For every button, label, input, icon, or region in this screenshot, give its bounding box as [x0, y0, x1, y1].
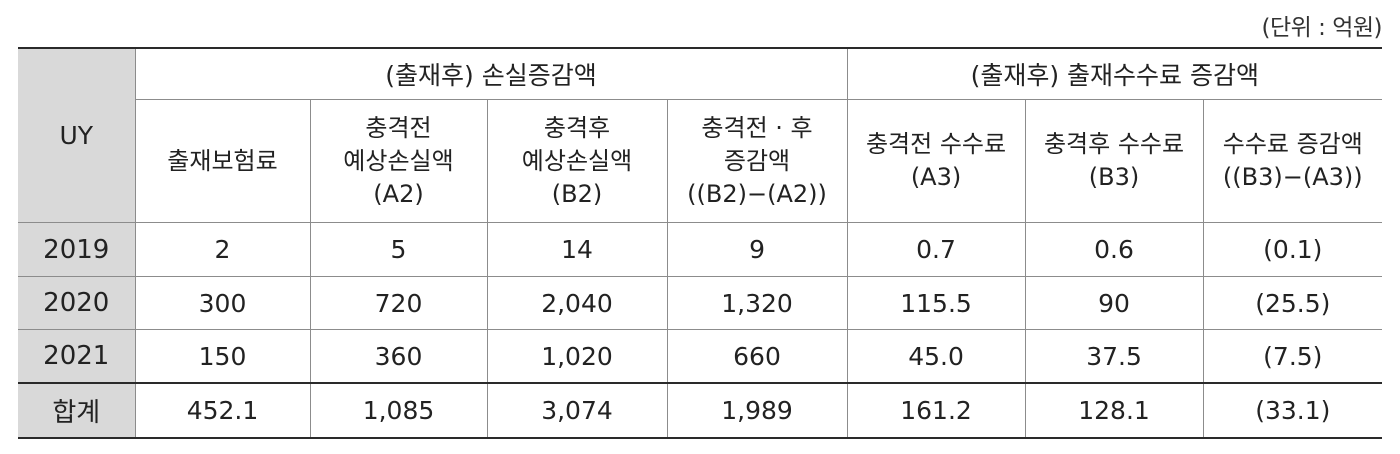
- header-col-post-shock-commission: 충격후 수수료 (B3): [1024, 99, 1204, 223]
- table-cell: 90: [1024, 276, 1204, 330]
- table-cell: 3,074: [486, 382, 667, 439]
- table-cell: 0.7: [846, 222, 1026, 277]
- table-row: 2021 150 360 1,020 660 45.0 37.5 (7.5): [18, 329, 1383, 384]
- header-col-commission-change: 수수료 증감액 ((B3)−(A3)): [1202, 99, 1383, 223]
- row-label: 2021: [18, 329, 135, 384]
- table-row: 2019 2 5 14 9 0.7 0.6 (0.1): [18, 222, 1383, 277]
- table-cell: 37.5: [1024, 329, 1204, 384]
- table-cell: (33.1): [1202, 382, 1383, 439]
- header-col-pre-shock-loss: 충격전 예상손실액 (A2): [309, 99, 487, 223]
- table-cell: 9: [666, 222, 848, 277]
- table-cell: 115.5: [846, 276, 1026, 330]
- table-cell: 2,040: [486, 276, 667, 330]
- unit-label: (단위 : 억원): [1261, 15, 1383, 41]
- table-cell: 660: [666, 329, 848, 384]
- table-cell: (25.5): [1202, 276, 1383, 330]
- table-cell: (7.5): [1202, 329, 1383, 384]
- header-col-ceded-premium: 출재보험료: [134, 99, 310, 223]
- table-cell: 5: [309, 222, 487, 277]
- row-label: 2019: [18, 222, 135, 277]
- row-label: 2020: [18, 276, 135, 330]
- table-cell: 45.0: [846, 329, 1026, 384]
- table-cell: 720: [309, 276, 487, 330]
- header-col-post-shock-loss: 충격후 예상손실액 (B2): [486, 99, 667, 223]
- table-cell: (0.1): [1202, 222, 1383, 277]
- header-uy: UY: [18, 47, 135, 223]
- table-row: 2020 300 720 2,040 1,320 115.5 90 (25.5): [18, 276, 1383, 330]
- data-table: UY (출재후) 손실증감액 (출재후) 출재수수료 증감액 출재보험료 충격전…: [18, 47, 1383, 439]
- table-row-total: 합계 452.1 1,085 3,074 1,989 161.2 128.1 (…: [18, 382, 1383, 439]
- table-cell: 1,989: [666, 382, 848, 439]
- table-cell: 452.1: [134, 382, 310, 439]
- table-cell: 1,020: [486, 329, 667, 384]
- header-col-loss-change: 충격전 · 후 증감액 ((B2)−(A2)): [666, 99, 848, 223]
- table-cell: 2: [134, 222, 310, 277]
- row-label-total: 합계: [18, 382, 135, 439]
- header-group-loss: (출재후) 손실증감액: [134, 47, 848, 100]
- table-cell: 0.6: [1024, 222, 1204, 277]
- header-col-pre-shock-commission: 충격전 수수료 (A3): [846, 99, 1026, 223]
- header-group-commission: (출재후) 출재수수료 증감액: [846, 47, 1383, 100]
- table-cell: 300: [134, 276, 310, 330]
- table-cell: 150: [134, 329, 310, 384]
- table-cell: 128.1: [1024, 382, 1204, 439]
- table-cell: 14: [486, 222, 667, 277]
- table-cell: 1,320: [666, 276, 848, 330]
- table-cell: 1,085: [309, 382, 487, 439]
- table-cell: 360: [309, 329, 487, 384]
- table-cell: 161.2: [846, 382, 1026, 439]
